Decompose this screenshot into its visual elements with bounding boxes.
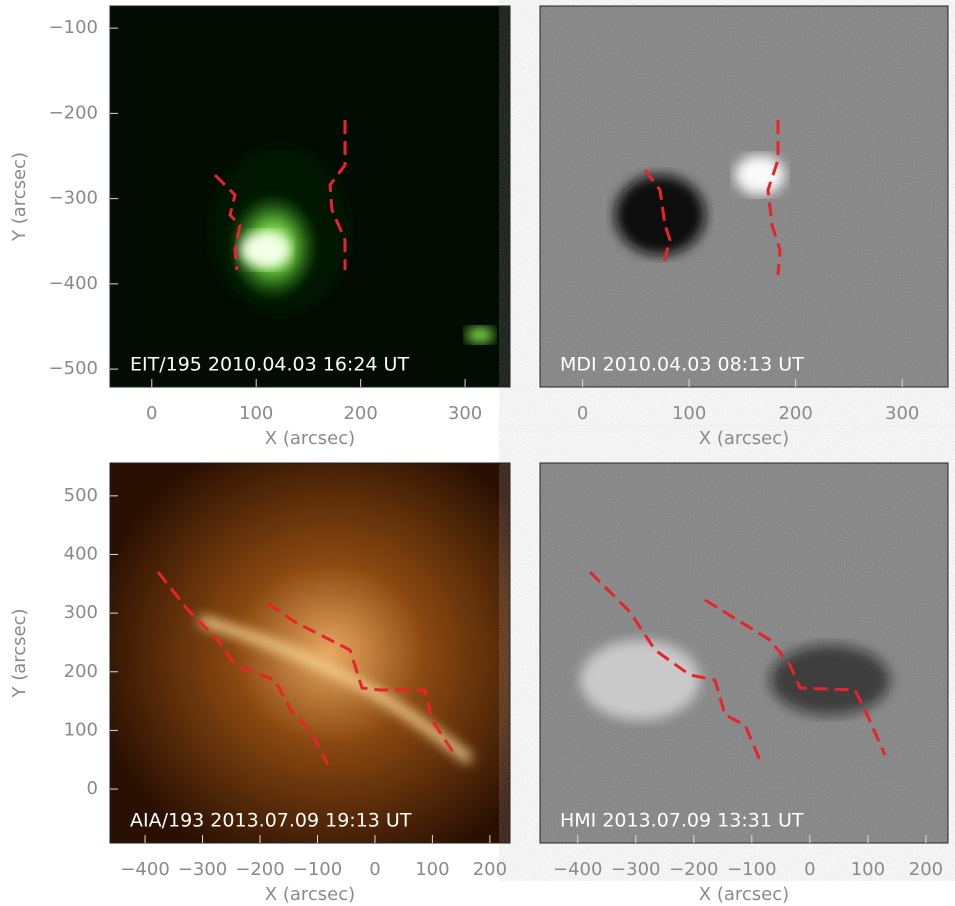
x-tick-label: 200 — [778, 403, 812, 424]
panel-annotation: MDI 2010.04.03 08:13 UT — [560, 354, 804, 376]
y-tick-label: 400 — [64, 543, 98, 564]
x-axis-label: X (arcsec) — [265, 428, 355, 449]
x-tick-label: 200 — [473, 859, 507, 880]
x-tick-label: −400 — [553, 859, 602, 880]
x-tick-label: 200 — [909, 859, 943, 880]
panel-frame — [109, 5, 511, 388]
y-tick-label: −100 — [49, 17, 98, 38]
y-tick-label: 500 — [64, 485, 98, 506]
mdi-image — [540, 6, 948, 387]
y-tick-label: −400 — [49, 273, 98, 294]
x-tick-label: −300 — [611, 859, 660, 880]
panel-annotation: AIA/193 2013.07.09 19:13 UT — [130, 810, 412, 832]
x-tick-label: 0 — [577, 403, 588, 424]
aia-image — [110, 463, 510, 843]
y-tick-label: 100 — [64, 719, 98, 740]
y-tick-label: 200 — [64, 661, 98, 682]
panel-frame — [539, 462, 949, 844]
x-tick-label: −300 — [178, 859, 227, 880]
y-axis-label: Y (arcsec) — [9, 152, 30, 242]
y-tick-label: −200 — [49, 102, 98, 123]
x-tick-label: 200 — [343, 403, 377, 424]
x-tick-label: 100 — [239, 403, 273, 424]
x-tick-label: −100 — [727, 859, 776, 880]
x-axis-label: X (arcsec) — [699, 428, 789, 449]
hmi-image — [540, 463, 948, 843]
x-tick-label: 0 — [369, 859, 380, 880]
panel-frame — [109, 462, 511, 844]
neutral-lines — [156, 120, 887, 766]
y-axis-label: Y (arcsec) — [9, 608, 30, 698]
x-axis-label: X (arcsec) — [265, 884, 355, 905]
x-tick-label: 100 — [415, 859, 449, 880]
y-tick-label: 300 — [64, 602, 98, 623]
panel-annotation: EIT/195 2010.04.03 16:24 UT — [130, 354, 409, 376]
x-tick-label: −200 — [669, 859, 718, 880]
y-tick-label: 0 — [87, 778, 98, 799]
x-tick-label: −100 — [293, 859, 342, 880]
x-tick-label: 0 — [146, 403, 157, 424]
x-tick-label: 300 — [885, 403, 919, 424]
x-tick-label: −400 — [120, 859, 169, 880]
eit-image — [110, 6, 510, 387]
y-tick-label: −300 — [49, 188, 98, 209]
panel-annotation: HMI 2013.07.09 13:31 UT — [560, 810, 804, 832]
y-tick-label: −500 — [49, 358, 98, 379]
x-tick-label: 300 — [448, 403, 482, 424]
panel-frame — [539, 5, 949, 388]
x-tick-label: 100 — [672, 403, 706, 424]
x-tick-label: 0 — [804, 859, 815, 880]
x-tick-label: 100 — [851, 859, 885, 880]
x-axis-label: X (arcsec) — [699, 884, 789, 905]
x-tick-label: −200 — [235, 859, 284, 880]
